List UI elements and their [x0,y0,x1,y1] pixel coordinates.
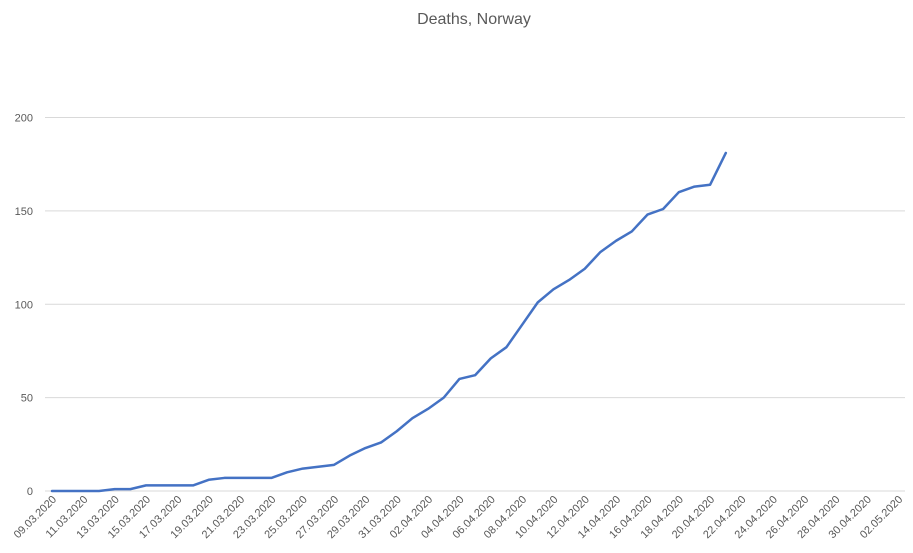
y-tick-label: 0 [27,486,33,498]
y-tick-label: 100 [15,299,33,311]
y-tick-label: 200 [15,113,33,125]
gridlines [45,117,905,492]
chart-title: Deaths, Norway [417,11,531,28]
series-line-0 [50,151,728,493]
y-tick-label: 50 [21,393,33,405]
y-tick-label: 150 [15,206,33,218]
y-axis-ticks: 0 50 100 150 200 [15,113,33,499]
series-layer [50,151,728,493]
x-axis-ticks: 09.03.202011.03.202013.03.202015.03.2020… [12,494,906,541]
